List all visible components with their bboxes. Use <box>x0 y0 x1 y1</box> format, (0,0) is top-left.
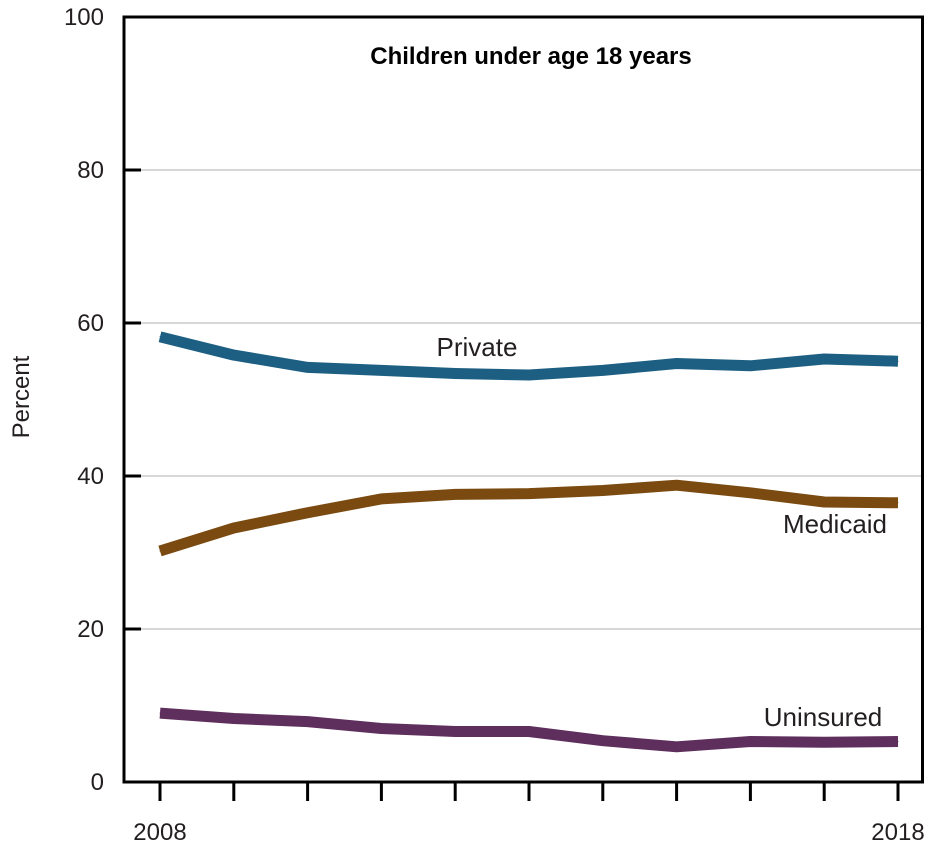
data-point-uninsured-2017 <box>823 741 825 743</box>
series-label-private: Private <box>437 332 518 362</box>
data-point-uninsured-2009 <box>233 718 235 720</box>
data-point-private-2015 <box>676 363 678 365</box>
data-point-uninsured-2010 <box>307 721 309 723</box>
series <box>158 331 899 753</box>
axes <box>122 15 924 784</box>
data-point-uninsured-2018 <box>897 740 899 742</box>
y-tick-label-80: 80 <box>77 157 104 184</box>
data-point-private-2014 <box>602 369 604 371</box>
data-point-uninsured-2012 <box>454 731 456 733</box>
data-point-medicaid-2016 <box>749 492 751 494</box>
data-point-private-2017 <box>823 358 825 360</box>
y-tick-label-60: 60 <box>77 310 104 337</box>
y-tick-label-40: 40 <box>77 463 104 490</box>
data-point-uninsured-2013 <box>528 731 530 733</box>
data-point-medicaid-2008 <box>159 550 161 552</box>
y-tick-label-0: 0 <box>91 769 104 796</box>
gridlines <box>124 169 922 630</box>
series-label-uninsured: Uninsured <box>764 702 883 732</box>
data-point-medicaid-2017 <box>823 501 825 503</box>
data-point-private-2018 <box>897 360 899 362</box>
data-point-private-2013 <box>528 374 530 376</box>
data-point-uninsured-2008 <box>159 712 161 714</box>
data-point-uninsured-2011 <box>380 727 382 729</box>
data-point-uninsured-2014 <box>602 740 604 742</box>
series-line-private <box>158 331 899 381</box>
series-label-medicaid: Medicaid <box>783 509 887 539</box>
y-tick-label-100: 100 <box>64 4 104 31</box>
x-tick-label-2018: 2018 <box>871 819 924 846</box>
chart-title: Children under age 18 years <box>370 43 691 70</box>
data-point-uninsured-2016 <box>749 740 751 742</box>
ticks: 0 20 40 60 80 100 2008 2018 <box>64 4 925 846</box>
data-point-private-2010 <box>307 366 309 368</box>
x-tick-label-2008: 2008 <box>133 819 186 846</box>
data-point-medicaid-2011 <box>380 498 382 500</box>
y-tick-label-20: 20 <box>77 616 104 643</box>
data-point-private-2011 <box>380 369 382 371</box>
data-point-private-2012 <box>454 372 456 374</box>
data-point-medicaid-2009 <box>233 527 235 529</box>
data-point-private-2008 <box>159 336 161 338</box>
data-point-private-2016 <box>749 365 751 367</box>
data-point-uninsured-2015 <box>676 746 678 748</box>
y-axis-title: Percent <box>8 355 35 438</box>
data-point-medicaid-2018 <box>897 502 899 504</box>
data-point-medicaid-2013 <box>528 493 530 495</box>
data-point-medicaid-2015 <box>676 484 678 486</box>
data-point-medicaid-2014 <box>602 490 604 492</box>
data-point-private-2009 <box>233 354 235 356</box>
data-point-medicaid-2012 <box>454 493 456 495</box>
data-point-medicaid-2010 <box>307 512 309 514</box>
